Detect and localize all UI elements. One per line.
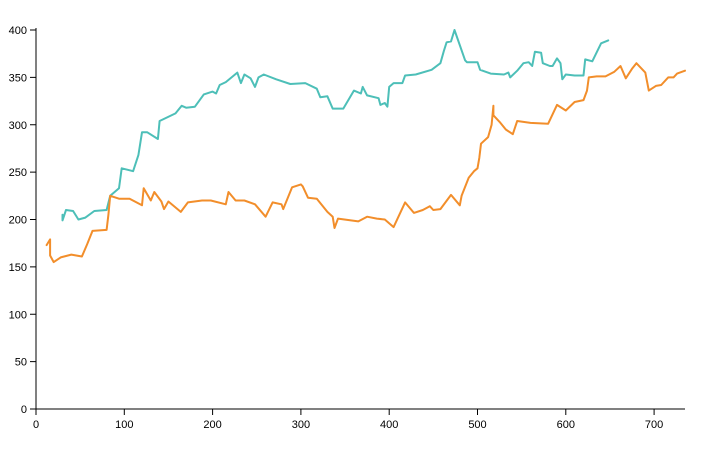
y-tick-label: 350: [9, 72, 27, 84]
series-layer: [45, 29, 686, 264]
series-line-1: [61, 29, 610, 222]
y-tick-label: 50: [15, 357, 27, 369]
x-tick-label: 0: [33, 419, 39, 431]
y-tick-label: 200: [9, 215, 27, 227]
x-tick-label: 500: [468, 419, 486, 431]
x-tick-label: 700: [645, 419, 663, 431]
x-tick-label: 300: [292, 419, 310, 431]
series-line-2: [45, 62, 686, 264]
y-tick-label: 400: [9, 25, 27, 37]
x-axis: 0 100 200 300 400 500 600 700: [33, 408, 685, 431]
y-tick-label: 250: [9, 167, 27, 179]
x-tick-label: 600: [557, 419, 575, 431]
x-tick-label: 400: [380, 419, 398, 431]
x-tick-label: 100: [115, 419, 133, 431]
x-tick-label: 200: [203, 419, 221, 431]
y-axis: 0 50 100 150 200 250 300 350 400: [9, 25, 37, 416]
y-tick-label: 300: [9, 120, 27, 132]
y-tick-label: 100: [9, 309, 27, 321]
y-tick-label: 150: [9, 262, 27, 274]
y-tick-label: 0: [21, 404, 27, 416]
